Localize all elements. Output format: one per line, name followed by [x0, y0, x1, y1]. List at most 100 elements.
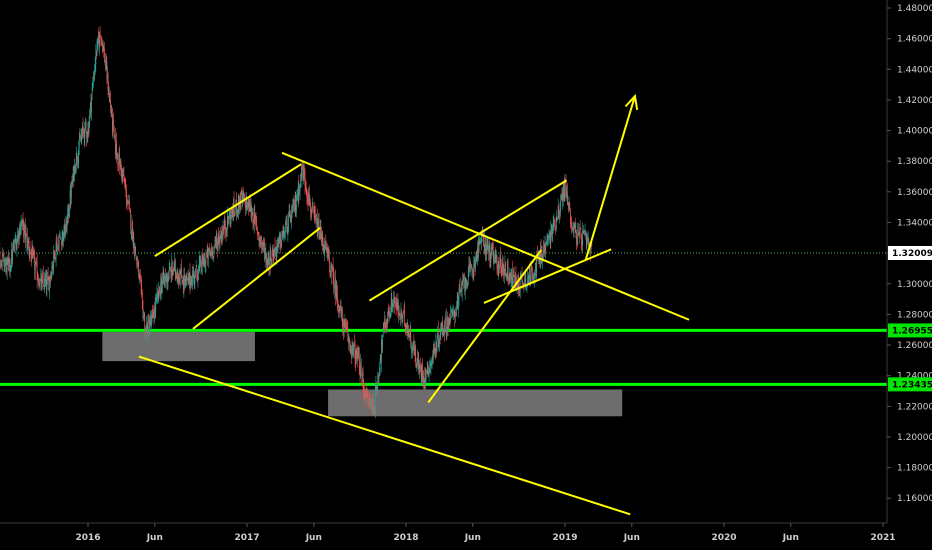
- candle-body: [501, 267, 503, 273]
- candle-body: [181, 267, 182, 279]
- candle-body: [551, 225, 553, 236]
- projection-arrow: [584, 93, 639, 261]
- candle-body: [190, 279, 191, 288]
- candle-body: [53, 250, 55, 255]
- candle-body: [420, 366, 422, 378]
- candle-body: [261, 242, 262, 245]
- candle-body: [423, 375, 424, 382]
- candle-body: [392, 303, 394, 306]
- candle-body: [548, 237, 549, 239]
- candle-body: [403, 310, 405, 312]
- candle-body: [390, 297, 392, 314]
- candle-body: [94, 64, 96, 70]
- candle-body: [148, 320, 150, 333]
- candle-body: [109, 96, 111, 101]
- candle-body: [283, 234, 285, 241]
- candle-body: [452, 310, 454, 314]
- candle-body: [500, 267, 502, 269]
- candle-body: [290, 215, 292, 224]
- candle-body: [105, 62, 107, 67]
- candle-body: [466, 281, 468, 287]
- candle-body: [524, 274, 526, 282]
- candle-body: [377, 375, 379, 390]
- y-axis: 1.48000 1.46000 1.44000 1.42000 1.40000 1.380…: [886, 0, 932, 523]
- candle-body: [582, 230, 583, 245]
- candle-body: [506, 276, 508, 277]
- candle-body: [414, 346, 416, 355]
- candle-body: [251, 214, 253, 216]
- candle-body: [461, 285, 463, 293]
- candle-body: [13, 244, 15, 251]
- candle-body: [197, 276, 199, 281]
- candle-body: [7, 258, 9, 261]
- candle-body: [272, 247, 273, 256]
- candle-body: [513, 272, 515, 277]
- candle-body: [158, 284, 160, 297]
- candle-body: [2, 253, 4, 255]
- candle-body: [591, 242, 593, 245]
- candle-body: [424, 368, 426, 383]
- candle-body: [33, 250, 34, 255]
- candle-body: [338, 309, 339, 312]
- candle-body: [212, 256, 214, 257]
- candle-body: [26, 236, 28, 248]
- candle-body: [539, 258, 541, 268]
- candle-body: [330, 265, 332, 276]
- candle-body: [240, 192, 242, 206]
- candle-body: [399, 314, 401, 319]
- candle-body: [8, 258, 10, 265]
- candle-body: [480, 240, 482, 242]
- candle-body: [338, 309, 340, 314]
- candle-body: [376, 385, 377, 389]
- candle-body: [118, 163, 119, 166]
- candle-body: [354, 343, 355, 347]
- candle-body: [544, 245, 546, 258]
- candle-body: [157, 293, 158, 296]
- candle-body: [137, 263, 138, 267]
- candle-body: [404, 323, 406, 326]
- candle-body: [183, 275, 185, 289]
- candle-body: [527, 278, 528, 287]
- candle-body: [360, 360, 362, 374]
- candle-body: [164, 277, 166, 279]
- candle-body: [140, 276, 141, 282]
- candle-body: [356, 350, 358, 358]
- candle-body: [510, 276, 512, 280]
- candle-body: [214, 237, 216, 245]
- candle-body: [414, 349, 415, 354]
- candle-body: [204, 259, 206, 268]
- candle-body: [393, 298, 394, 307]
- candle-body: [289, 211, 291, 219]
- candle-body: [299, 185, 301, 192]
- candle-body: [198, 266, 199, 274]
- candle-body: [61, 240, 62, 246]
- candle-body: [546, 238, 548, 240]
- candle-body: [320, 228, 322, 236]
- candle-body: [315, 214, 316, 219]
- candle-body: [0, 261, 1, 263]
- candle-body: [264, 253, 266, 260]
- candle-body: [55, 242, 57, 260]
- candle-body: [143, 316, 145, 318]
- candle-body: [80, 140, 81, 141]
- candle-body: [486, 242, 488, 244]
- candle-body: [321, 234, 323, 244]
- candle-body: [433, 346, 435, 355]
- candle-body: [238, 195, 240, 209]
- candle-body: [22, 217, 24, 223]
- candle-body: [178, 278, 180, 283]
- candle-body: [128, 202, 130, 205]
- candle-body: [60, 238, 62, 240]
- candle-body: [337, 293, 338, 303]
- candle-body: [267, 255, 269, 265]
- candle-body: [397, 301, 399, 314]
- candle-body: [344, 319, 346, 324]
- candle-body: [24, 226, 26, 228]
- candle-body: [311, 210, 313, 213]
- trendline-rise-2-top: [368, 179, 568, 302]
- candle-body: [77, 158, 78, 161]
- candle-body: [201, 255, 203, 269]
- candle-body: [203, 256, 204, 267]
- candle-body: [96, 51, 97, 57]
